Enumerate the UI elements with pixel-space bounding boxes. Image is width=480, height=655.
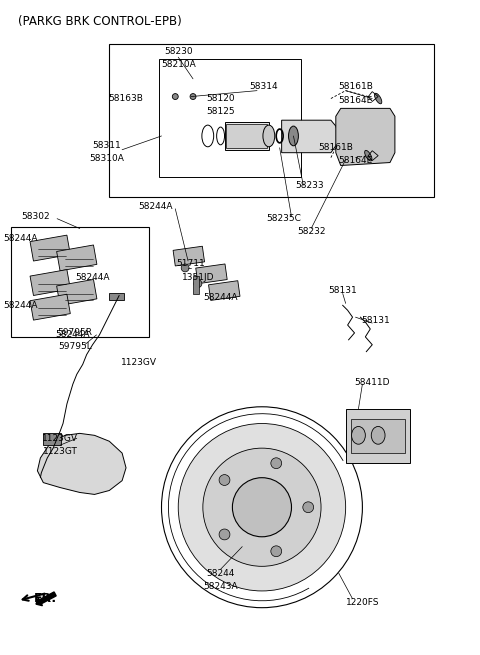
Bar <box>158 59 301 178</box>
Circle shape <box>203 448 321 567</box>
Circle shape <box>181 264 189 272</box>
Ellipse shape <box>190 94 196 100</box>
Text: 58411D: 58411D <box>355 378 390 386</box>
Text: 51711: 51711 <box>177 259 205 269</box>
Bar <box>57 245 97 271</box>
Bar <box>227 124 267 148</box>
Ellipse shape <box>371 426 385 444</box>
Bar <box>109 293 124 301</box>
Circle shape <box>232 477 291 537</box>
Text: 1220FS: 1220FS <box>346 598 379 607</box>
Text: 58232: 58232 <box>297 227 325 236</box>
Circle shape <box>303 502 313 513</box>
Text: 58163B: 58163B <box>108 94 144 103</box>
Bar <box>196 264 227 284</box>
Polygon shape <box>336 108 395 166</box>
Bar <box>173 246 204 266</box>
Circle shape <box>219 529 230 540</box>
Text: 58164E: 58164E <box>338 156 372 165</box>
Circle shape <box>271 458 282 468</box>
Text: 58244A: 58244A <box>3 301 38 310</box>
Circle shape <box>178 424 346 591</box>
Bar <box>30 270 70 295</box>
Circle shape <box>194 280 202 288</box>
Bar <box>350 419 405 453</box>
Bar <box>109 45 434 197</box>
Text: 58235C: 58235C <box>266 214 301 223</box>
Text: 58131: 58131 <box>361 316 390 325</box>
Text: 58164E: 58164E <box>338 96 372 105</box>
Ellipse shape <box>172 94 178 100</box>
Text: FR.: FR. <box>34 592 57 605</box>
Text: 58210A: 58210A <box>161 60 196 69</box>
Text: 58310A: 58310A <box>89 154 124 163</box>
Circle shape <box>271 546 282 557</box>
Text: 58233: 58233 <box>295 181 324 190</box>
Bar <box>30 235 70 261</box>
Text: 58244: 58244 <box>206 569 235 578</box>
Bar <box>30 294 70 320</box>
Circle shape <box>219 475 230 485</box>
Text: 58302: 58302 <box>21 212 50 221</box>
Text: 58244A: 58244A <box>56 330 90 339</box>
Text: 58311: 58311 <box>92 141 120 150</box>
Text: 58131: 58131 <box>328 286 357 295</box>
Text: 58244A: 58244A <box>3 234 38 243</box>
Ellipse shape <box>263 125 275 147</box>
Text: 58244A: 58244A <box>204 293 238 302</box>
Text: 1123GV: 1123GV <box>121 358 157 367</box>
Ellipse shape <box>365 151 372 161</box>
Text: 1123GV: 1123GV <box>42 434 78 443</box>
Text: 58243A: 58243A <box>203 582 238 591</box>
Text: 58120: 58120 <box>206 94 235 103</box>
Text: 58244A: 58244A <box>75 273 110 282</box>
Text: 59795R: 59795R <box>57 328 92 337</box>
Text: 58230: 58230 <box>164 47 192 56</box>
Bar <box>208 281 240 301</box>
Polygon shape <box>282 120 339 153</box>
Text: 59795L: 59795L <box>58 342 92 351</box>
Bar <box>225 122 269 150</box>
Bar <box>11 227 149 337</box>
Text: 1351JD: 1351JD <box>182 273 214 282</box>
Text: 58314: 58314 <box>250 83 278 91</box>
Bar <box>193 276 199 293</box>
Text: 58125: 58125 <box>206 107 235 116</box>
Text: 58161B: 58161B <box>338 83 373 91</box>
Text: 58244A: 58244A <box>138 202 173 212</box>
Text: 58161B: 58161B <box>318 143 353 152</box>
Ellipse shape <box>374 93 382 103</box>
Bar <box>346 409 409 463</box>
Bar <box>43 434 61 445</box>
Polygon shape <box>37 434 126 495</box>
Text: 1123GT: 1123GT <box>43 447 77 456</box>
Ellipse shape <box>351 426 365 444</box>
Text: (PARKG BRK CONTROL-EPB): (PARKG BRK CONTROL-EPB) <box>18 15 181 28</box>
FancyArrow shape <box>36 592 56 606</box>
Ellipse shape <box>288 126 299 146</box>
Bar <box>57 280 97 305</box>
